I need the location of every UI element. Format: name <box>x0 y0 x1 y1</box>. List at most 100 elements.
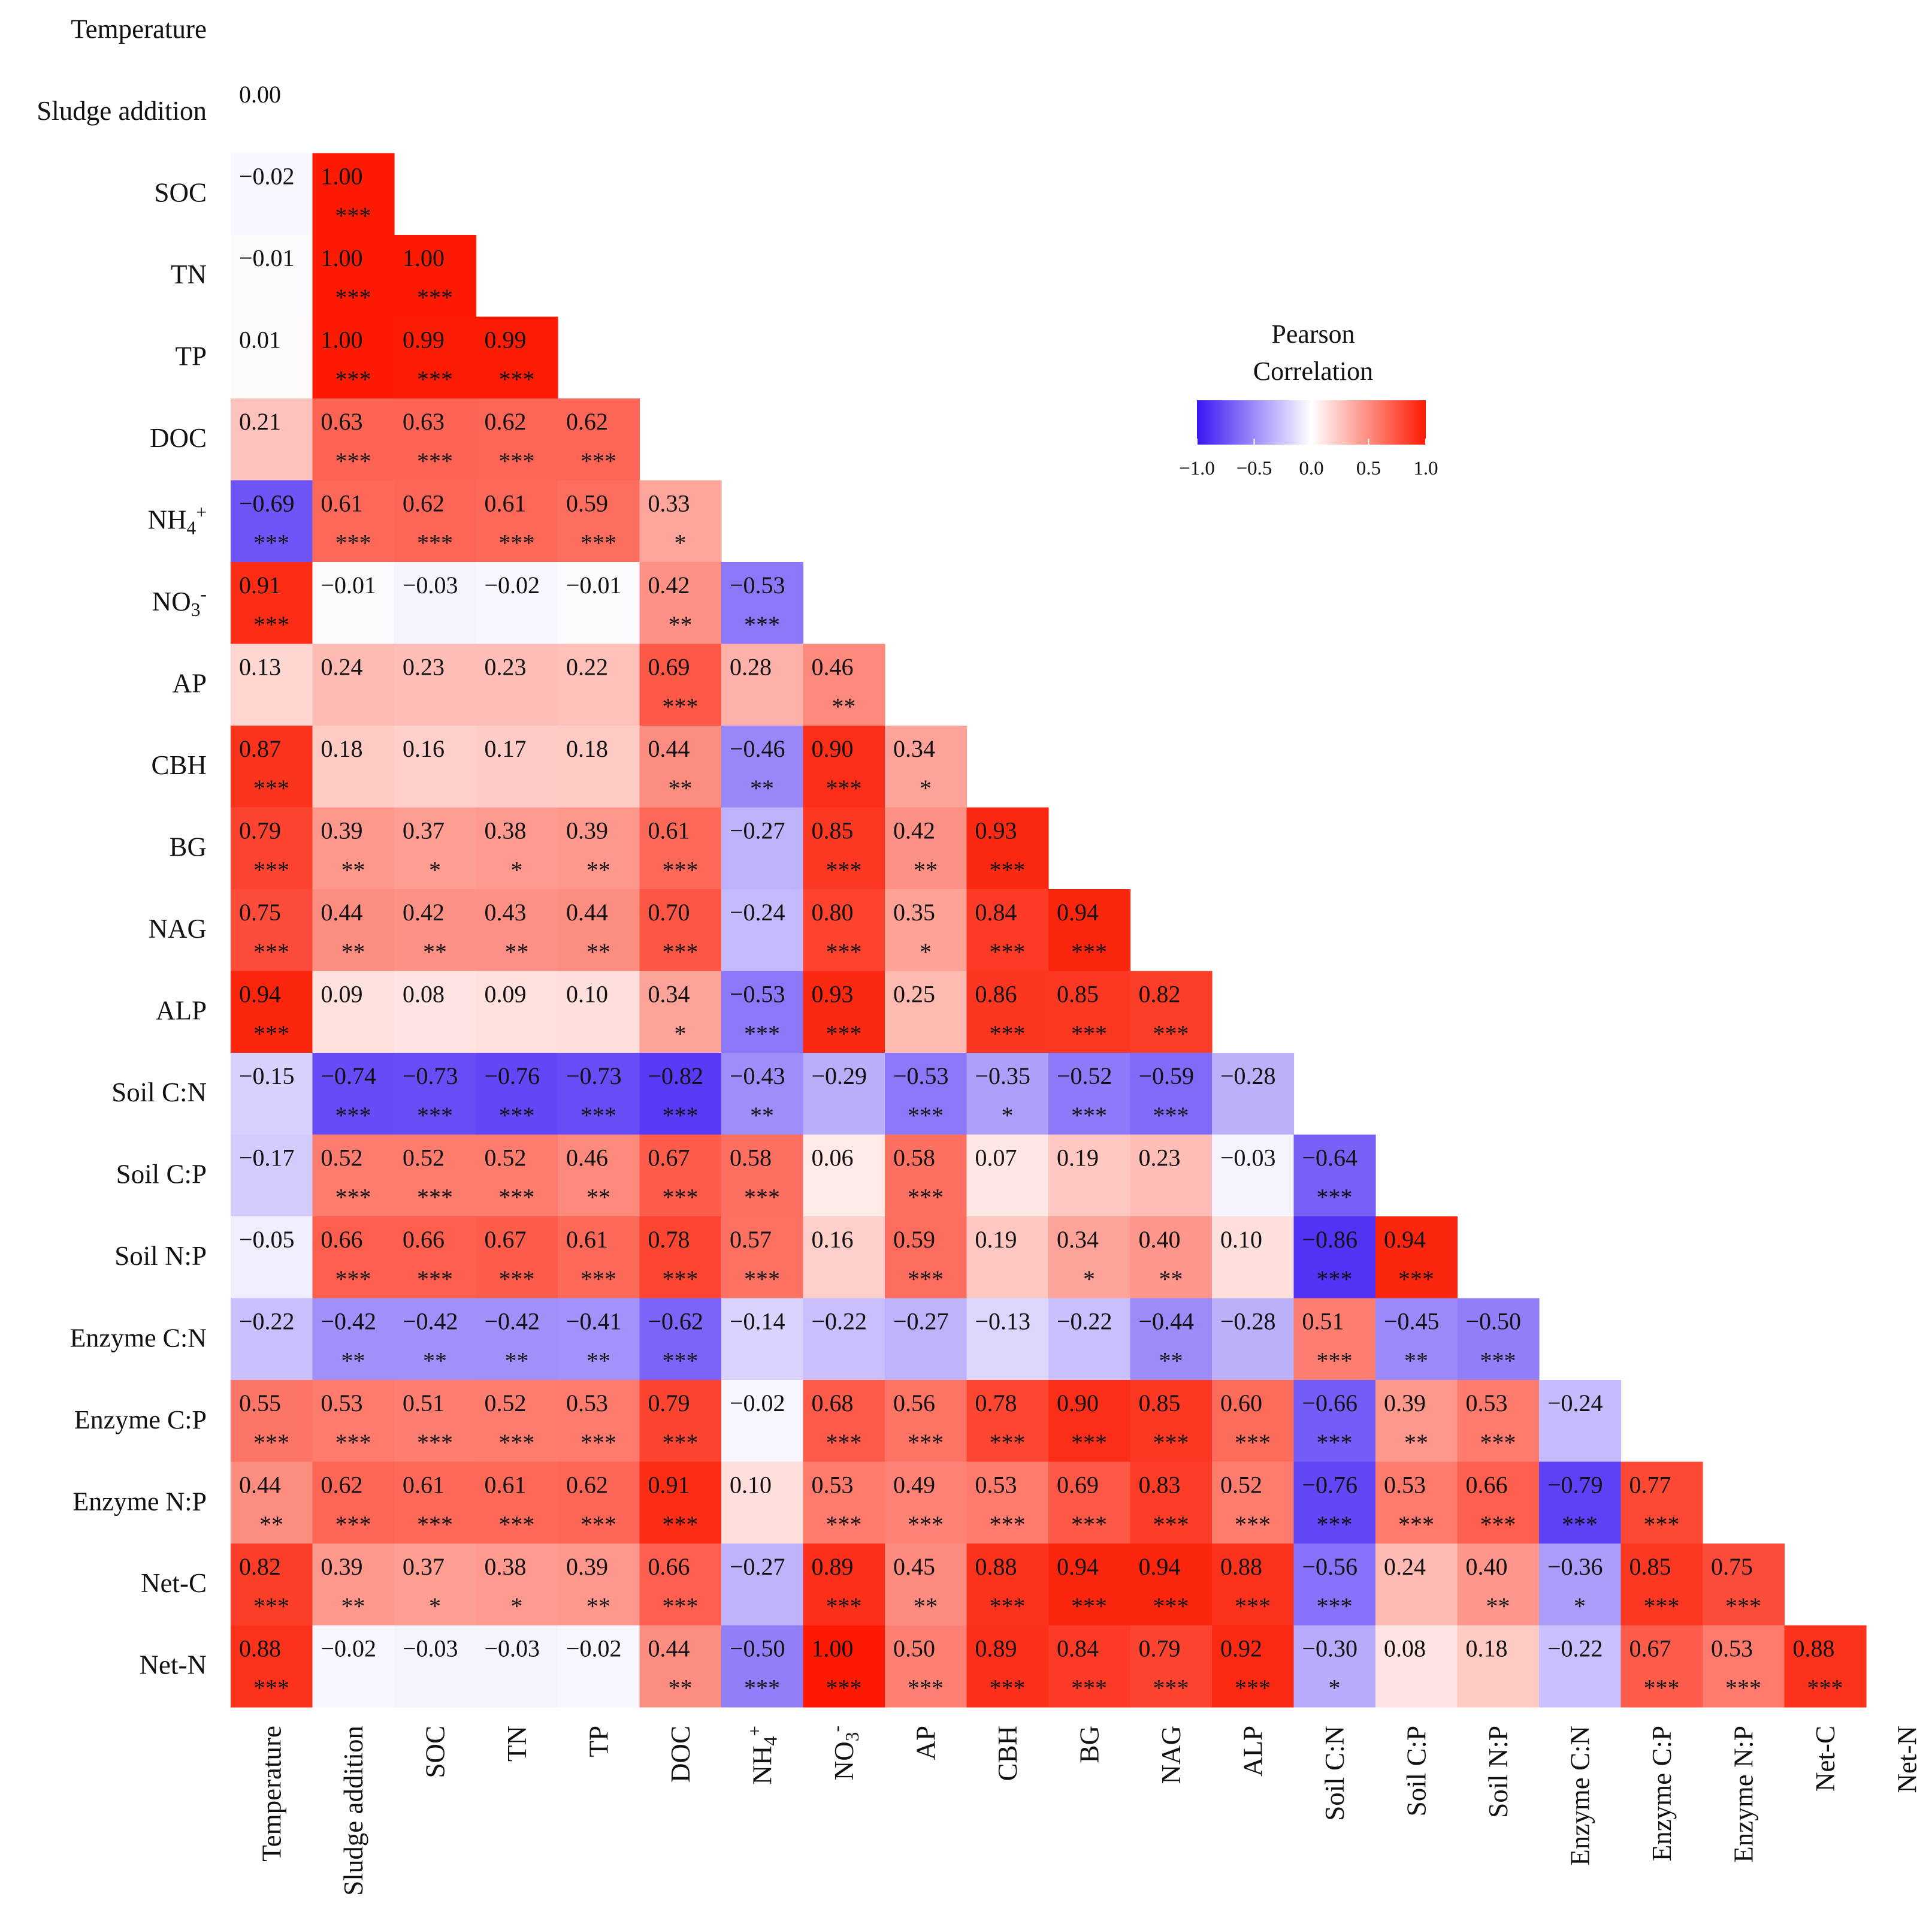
column-label-net-c: Net-C <box>1810 1726 1840 1792</box>
cell-fill <box>1212 1461 1295 1544</box>
cell-significance: * <box>920 775 932 802</box>
legend-ticks: −1.0 −0.5 0.0 0.5 1.0 <box>1179 439 1438 479</box>
cell-significance: ** <box>669 1675 693 1702</box>
heatmap-cell: 0.61 *** <box>476 480 558 563</box>
cell-fill <box>231 644 313 726</box>
cell-value: 0.94 <box>1057 1553 1099 1580</box>
cell-value: 0.82 <box>239 1553 281 1580</box>
cell-significance: *** <box>499 1184 535 1211</box>
cell-value: −0.02 <box>321 1635 377 1662</box>
cell-value: −0.86 <box>1302 1226 1358 1253</box>
cell-value: 0.67 <box>1629 1635 1671 1662</box>
cell-value: 0.89 <box>812 1553 854 1580</box>
cell-value: −0.03 <box>1220 1144 1276 1171</box>
cell-fill <box>394 1544 477 1626</box>
cell-fill <box>1212 1053 1295 1135</box>
cell-value: −0.13 <box>975 1308 1031 1335</box>
heatmap-cell: −0.56 *** <box>1293 1544 1376 1626</box>
cell-significance: *** <box>1071 938 1107 965</box>
heatmap-cell: 0.94 *** <box>1375 1216 1458 1299</box>
row-label-bg: BG <box>169 832 207 862</box>
cell-fill <box>558 971 640 1053</box>
row-label-soil-n-p: Soil N:P <box>114 1241 207 1271</box>
heatmap-cell: 0.58 *** <box>885 1134 967 1217</box>
cell-significance: ** <box>341 1593 365 1620</box>
cell-significance: *** <box>1153 1675 1189 1702</box>
heatmap-cell: 0.28 <box>721 644 804 726</box>
heatmap-cell: 1.00 *** <box>312 153 395 235</box>
cell-value: −0.02 <box>485 572 540 599</box>
row-label-soc: SOC <box>154 178 207 208</box>
cell-value: 0.16 <box>403 735 445 762</box>
heatmap-cells: 0.00−0.02 1.00***−0.01 1.00***1.00***0.01 1… <box>231 71 1867 1708</box>
cell-significance: *** <box>744 611 780 638</box>
cell-fill <box>231 971 313 1053</box>
cell-fill <box>476 1380 558 1463</box>
heatmap-cell: −0.73 *** <box>558 1053 640 1135</box>
cell-fill <box>1539 1625 1622 1708</box>
heatmap-cell: 0.08 <box>394 971 477 1053</box>
cell-fill <box>476 1298 558 1381</box>
heatmap-cell: 0.87 *** <box>231 726 313 808</box>
cell-value: −0.53 <box>730 981 785 1008</box>
cell-value: 0.06 <box>812 1144 854 1171</box>
heatmap-cell: 0.21 <box>231 398 313 481</box>
cell-significance: *** <box>253 611 289 638</box>
heatmap-cell: 0.60 *** <box>1212 1380 1295 1463</box>
cell-value: 0.43 <box>485 899 527 926</box>
heatmap-cell: −0.62 *** <box>639 1298 722 1381</box>
cell-significance: *** <box>253 1020 289 1047</box>
cell-fill <box>476 644 558 726</box>
cell-fill <box>803 807 885 890</box>
cell-fill <box>394 1461 477 1544</box>
heatmap-cell: 0.00 <box>231 71 313 154</box>
row-label-net-n: Net-N <box>140 1650 207 1680</box>
cell-fill <box>966 1461 1049 1544</box>
heatmap-cell: 0.19 <box>1048 1134 1131 1217</box>
cell-significance: ** <box>505 938 529 965</box>
cell-significance: *** <box>908 1675 944 1702</box>
cell-value: 0.50 <box>893 1635 935 1662</box>
cell-fill <box>1293 1298 1376 1381</box>
cell-significance: *** <box>253 775 289 802</box>
cell-significance: *** <box>663 1102 699 1129</box>
cell-fill <box>1293 1380 1376 1463</box>
cell-value: 0.00 <box>239 81 281 108</box>
cell-value: 0.07 <box>975 1144 1017 1171</box>
heatmap-cell: 0.44 ** <box>231 1461 313 1544</box>
cell-value: 0.51 <box>1302 1308 1344 1335</box>
cell-fill <box>476 726 558 808</box>
cell-value: 0.44 <box>648 735 690 762</box>
cell-significance: ** <box>750 775 774 802</box>
heatmap-cell: 0.85 *** <box>1620 1544 1703 1626</box>
cell-fill <box>476 1053 558 1135</box>
heatmap-cell: 0.90 *** <box>803 726 885 808</box>
cell-fill <box>558 807 640 890</box>
heatmap-cell: −0.05 <box>231 1216 313 1299</box>
cell-significance: *** <box>744 1020 780 1047</box>
cell-value: 0.23 <box>1139 1144 1181 1171</box>
legend-tick-label: 0.0 <box>1299 458 1323 479</box>
cell-significance: *** <box>663 1348 699 1375</box>
cell-fill <box>231 153 313 235</box>
cell-fill <box>476 1544 558 1626</box>
cell-value: 0.91 <box>239 572 281 599</box>
cell-value: −0.17 <box>239 1144 295 1171</box>
cell-significance: *** <box>253 1429 289 1456</box>
heatmap-cell: 0.44 ** <box>558 889 640 972</box>
legend-tick-label: 1.0 <box>1413 458 1438 479</box>
heatmap-cell: 0.49 *** <box>885 1461 967 1544</box>
cell-fill <box>231 807 313 890</box>
cell-fill <box>312 644 395 726</box>
cell-significance: *** <box>253 938 289 965</box>
cell-fill <box>394 480 477 563</box>
heatmap-cell: 0.93 *** <box>966 807 1049 890</box>
cell-significance: *** <box>1725 1593 1761 1620</box>
cell-fill <box>231 1544 313 1626</box>
heatmap-cell: 0.53 *** <box>1375 1461 1458 1544</box>
cell-value: −0.43 <box>730 1062 785 1089</box>
cell-fill <box>1375 1216 1458 1299</box>
cell-value: −0.46 <box>730 735 785 762</box>
cell-value: −0.56 <box>1302 1553 1358 1580</box>
cell-value: 0.21 <box>239 408 281 435</box>
